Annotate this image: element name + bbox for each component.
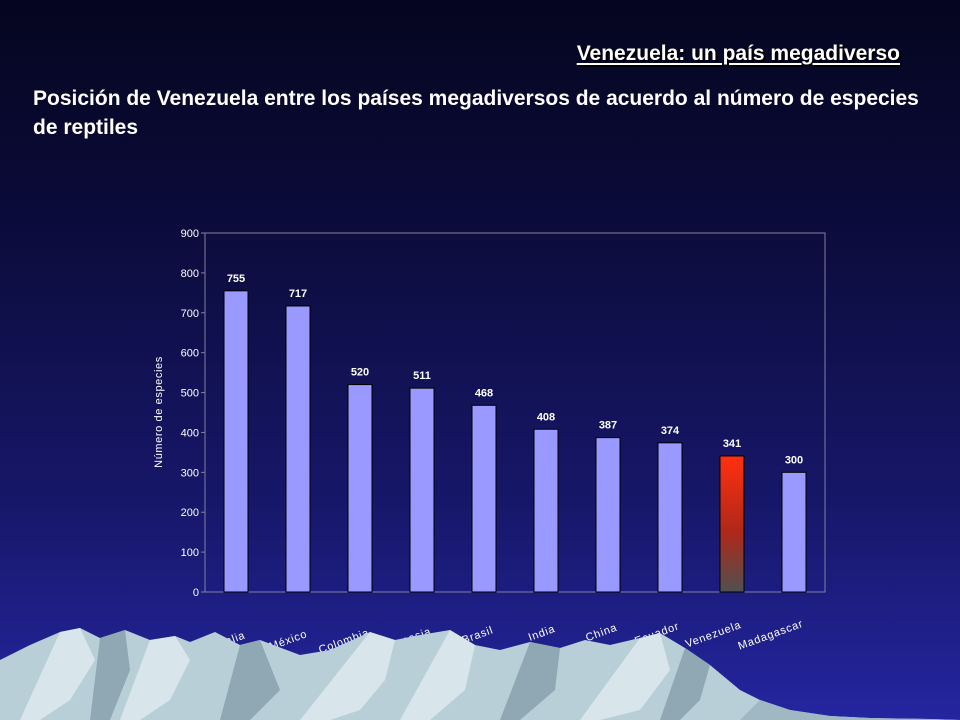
bar-venezuela bbox=[719, 455, 745, 593]
bar-australia bbox=[223, 290, 249, 593]
y-axis-label: Número de especies bbox=[153, 356, 165, 468]
y-tick-label: 800 bbox=[181, 268, 199, 280]
data-label: 520 bbox=[351, 367, 369, 379]
data-label: 300 bbox=[785, 454, 803, 466]
data-label: 374 bbox=[661, 425, 680, 437]
y-tick-label: 200 bbox=[181, 507, 199, 519]
data-label: 717 bbox=[289, 288, 307, 300]
bar-madagascar bbox=[781, 471, 807, 593]
y-tick-label: 400 bbox=[181, 427, 199, 439]
y-tick-label: 900 bbox=[181, 228, 199, 240]
data-label: 408 bbox=[537, 411, 555, 423]
y-tick-label: 0 bbox=[193, 587, 199, 599]
data-label: 511 bbox=[413, 370, 431, 382]
data-labels: 755 717 520 511 468 408 387 374 341 300 bbox=[227, 273, 803, 466]
y-tick-label: 500 bbox=[181, 388, 199, 400]
y-tick-label: 100 bbox=[181, 547, 199, 559]
bars bbox=[223, 290, 807, 593]
bar-ecuador bbox=[657, 442, 683, 593]
data-label: 387 bbox=[599, 420, 617, 432]
bar-brasil bbox=[471, 404, 497, 593]
bar-colombia bbox=[347, 384, 373, 593]
y-axis: 0 100 200 300 400 500 600 700 800 900 bbox=[181, 228, 205, 599]
bar-india bbox=[533, 428, 559, 593]
plot-area-frame bbox=[204, 232, 826, 593]
data-label: 468 bbox=[475, 387, 493, 399]
data-label: 341 bbox=[723, 438, 741, 450]
bar-méxico bbox=[285, 305, 311, 593]
slide-title: Venezuela: un país megadiverso bbox=[576, 42, 900, 65]
data-label: 755 bbox=[227, 273, 245, 285]
bar-china bbox=[595, 437, 621, 593]
bar-indonesia bbox=[409, 387, 435, 593]
slide-subtitle: Posición de Venezuela entre los países m… bbox=[33, 87, 919, 139]
y-tick-label: 700 bbox=[181, 308, 199, 320]
y-tick-label: 300 bbox=[181, 467, 199, 479]
y-tick-label: 600 bbox=[181, 348, 199, 360]
